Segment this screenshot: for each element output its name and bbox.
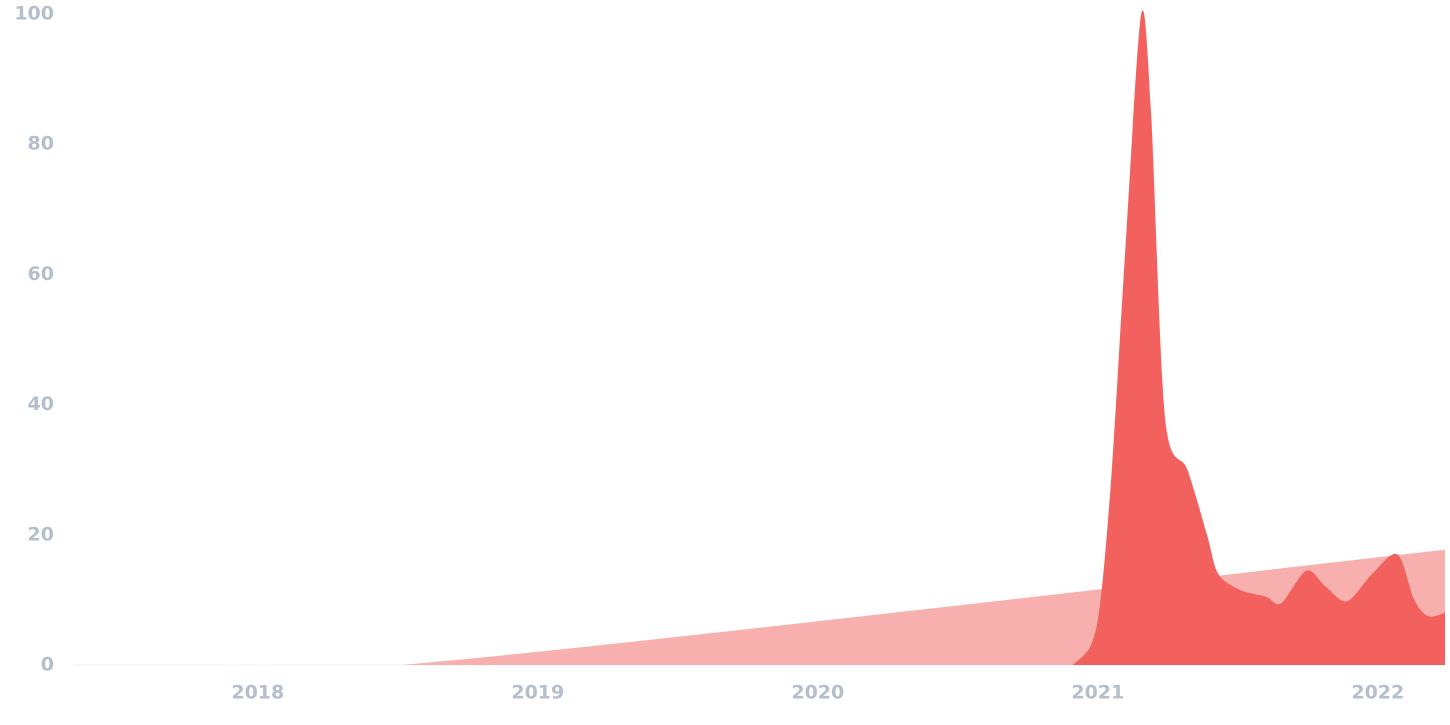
x-tick-label: 2019 xyxy=(511,682,564,704)
x-tick-label: 2021 xyxy=(1071,682,1124,704)
area xyxy=(1072,10,1445,665)
y-tick-label: 60 xyxy=(28,263,54,285)
x-tick-label: 2018 xyxy=(231,682,284,704)
y-tick-label: 0 xyxy=(41,654,54,676)
x-tick-label: 2020 xyxy=(791,682,844,704)
y-tick-label: 80 xyxy=(28,133,54,155)
y-tick-label: 20 xyxy=(28,523,54,545)
x-tick-label: 2022 xyxy=(1351,682,1404,704)
y-tick-label: 40 xyxy=(28,393,54,415)
y-tick-label: 100 xyxy=(14,3,54,25)
